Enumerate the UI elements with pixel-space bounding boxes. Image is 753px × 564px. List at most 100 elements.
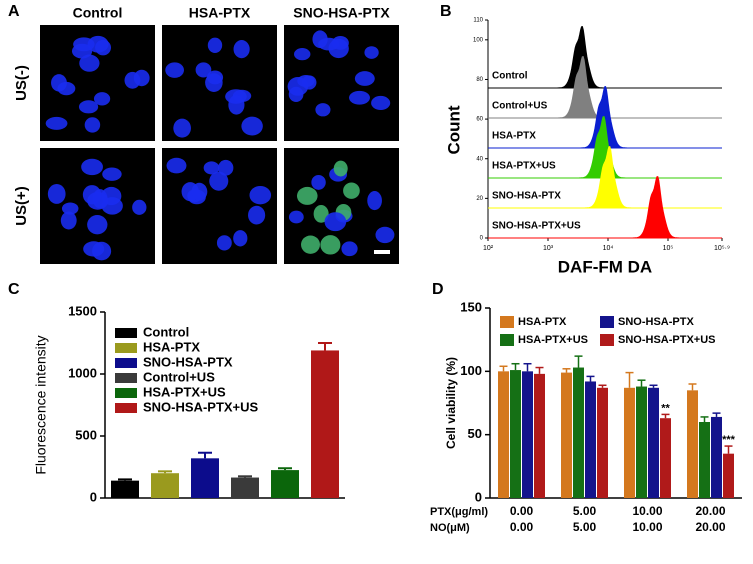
nucleus — [249, 185, 272, 205]
error-bar — [661, 413, 670, 419]
histogram — [581, 146, 635, 209]
bar — [510, 370, 521, 498]
nucleus — [301, 235, 320, 254]
bar — [585, 381, 596, 498]
series-label: HSA-PTX — [492, 131, 536, 142]
x-tick-label: 10⁴ — [603, 245, 614, 252]
nucleus — [288, 86, 304, 103]
series-label: SNO-HSA-PTX+US — [492, 221, 581, 232]
scale-bar — [374, 250, 390, 254]
nucleus — [313, 205, 329, 223]
bar — [636, 386, 647, 498]
nucleus — [87, 214, 108, 235]
error-bar — [278, 467, 292, 471]
legend-label: Control — [143, 324, 189, 339]
error-bar — [158, 470, 172, 474]
x-tick-label: 10⁵·⁹ — [714, 245, 730, 252]
nucleus — [45, 116, 68, 130]
nucleus — [297, 74, 315, 88]
error-bar — [598, 384, 607, 388]
legend-label: HSA-PTX — [518, 316, 567, 328]
error-bar — [238, 475, 252, 478]
error-bar — [562, 368, 571, 373]
panel-letter: C — [8, 281, 20, 298]
error-bar — [649, 384, 658, 388]
error-bar — [198, 451, 212, 459]
x-tick-label: 20.00 — [695, 520, 725, 534]
x-row-title: NO(μM) — [430, 522, 470, 534]
bar — [561, 372, 572, 498]
legend-swatch — [500, 334, 514, 346]
nucleus — [84, 117, 101, 133]
legend-swatch — [115, 358, 137, 368]
bar — [699, 422, 710, 498]
histogram — [629, 176, 683, 239]
nucleus — [371, 95, 391, 111]
legend-swatch — [115, 343, 137, 353]
nucleus — [315, 103, 331, 117]
legend-label: SNO-HSA-PTX — [143, 354, 233, 369]
error-bar — [499, 365, 508, 372]
bar — [231, 477, 259, 498]
nucleus — [341, 241, 358, 257]
y-tick-label: 20 — [476, 196, 483, 202]
nucleus — [294, 48, 311, 61]
nucleus — [209, 171, 229, 191]
nucleus — [79, 54, 100, 72]
nucleus — [102, 167, 122, 181]
error-bar — [511, 362, 520, 371]
error-bar — [700, 416, 709, 422]
histogram — [575, 116, 630, 179]
legend-swatch — [115, 388, 137, 398]
bar — [711, 416, 722, 498]
legend-label: SNO-HSA-PTX+US — [618, 334, 716, 346]
error-bar — [688, 383, 697, 391]
bar — [311, 350, 339, 498]
error-bar — [118, 478, 132, 481]
nucleus — [318, 37, 340, 51]
nucleus — [296, 186, 318, 205]
bar — [522, 371, 533, 498]
nucleus — [206, 70, 224, 85]
y-tick-label: 100 — [460, 363, 482, 378]
error-bar — [625, 371, 634, 388]
y-axis-title: Count — [444, 105, 463, 154]
nucleus — [364, 46, 379, 59]
nucleus — [233, 230, 248, 247]
y-tick-label: 150 — [460, 299, 482, 314]
nucleus — [349, 90, 370, 105]
nucleus — [81, 158, 103, 176]
bar — [498, 371, 509, 498]
bar — [660, 418, 671, 498]
legend-swatch — [115, 373, 137, 383]
x-tick-label: 20.00 — [695, 504, 725, 518]
nucleus — [333, 160, 348, 177]
legend-swatch — [500, 316, 514, 328]
nucleus — [165, 62, 184, 78]
error-bar — [318, 342, 332, 351]
nucleus — [288, 210, 304, 224]
nucleus — [173, 118, 191, 138]
y-tick-label: 100 — [473, 37, 484, 43]
y-tick-label: 0 — [90, 489, 97, 504]
row-label: US(+) — [13, 186, 30, 226]
bar — [111, 480, 139, 498]
column-label: HSA-PTX — [189, 5, 251, 21]
y-tick-label: 500 — [75, 427, 97, 442]
bar — [191, 458, 219, 498]
y-axis-title: Fluorescence intensity — [33, 335, 49, 474]
legend-label: HSA-PTX+US — [143, 384, 226, 399]
bar — [597, 387, 608, 498]
nucleus — [203, 161, 220, 175]
error-bar — [724, 445, 733, 454]
legend-label: SNO-HSA-PTX+US — [143, 399, 259, 414]
y-tick-label: 80 — [476, 77, 483, 83]
nucleus — [367, 191, 382, 211]
nucleus — [233, 40, 250, 59]
legend-swatch — [600, 316, 614, 328]
bar — [534, 373, 545, 498]
bar — [723, 453, 734, 498]
error-bar — [712, 412, 721, 417]
nucleus — [166, 157, 187, 174]
